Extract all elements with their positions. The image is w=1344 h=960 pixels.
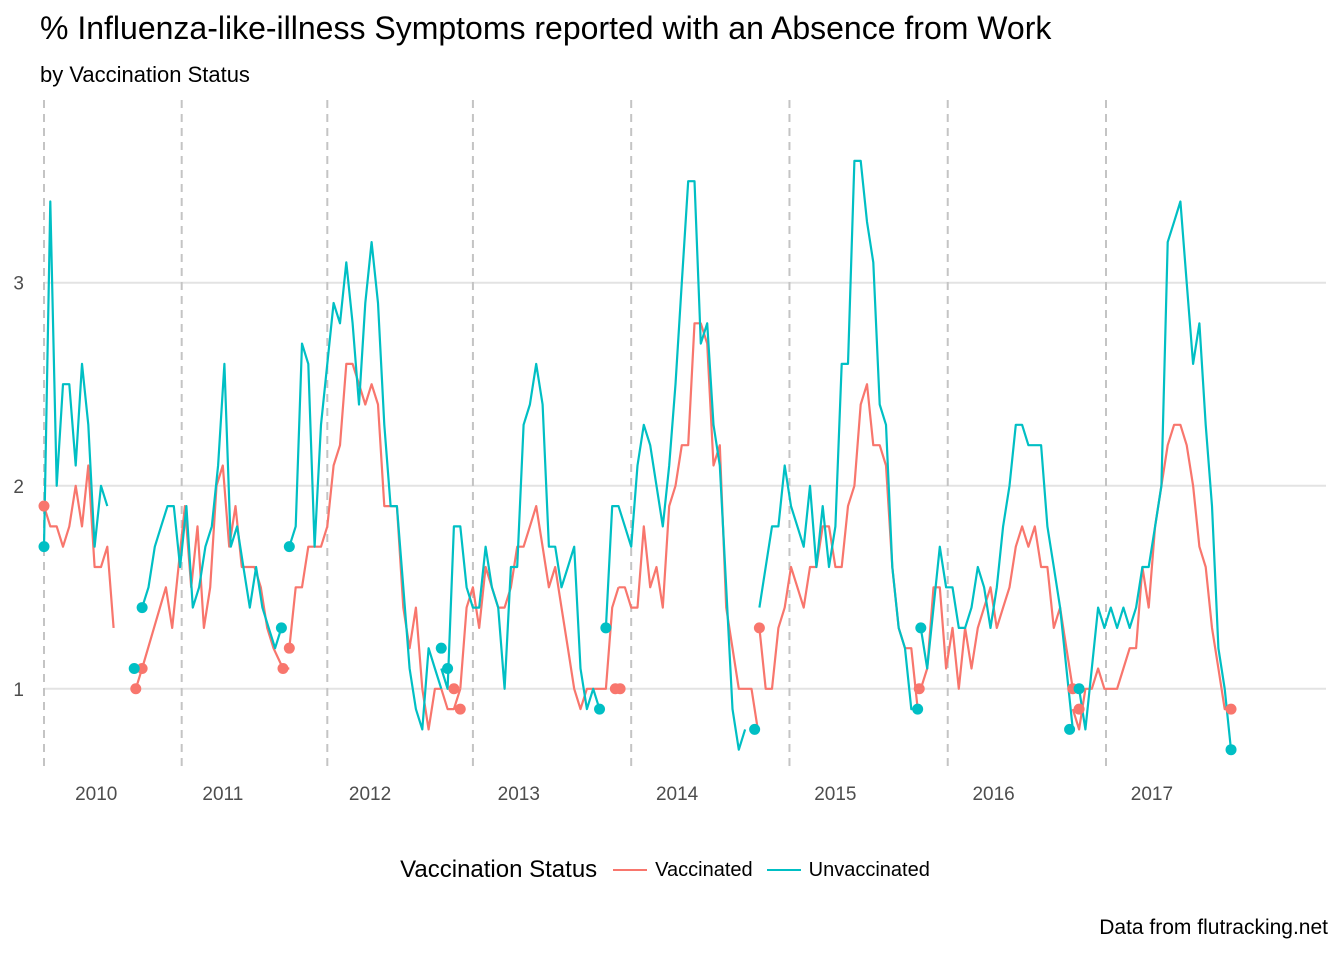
point-marker-vaccinated <box>753 622 765 634</box>
series-line-vaccinated <box>134 464 290 690</box>
point-marker-unvaccinated <box>1064 723 1076 735</box>
x-tick-label: 2014 <box>656 784 699 805</box>
legend-label-vaccinated: Vaccinated <box>655 858 753 881</box>
legend-key-vaccinated <box>613 869 648 871</box>
marker-layer <box>38 500 1237 756</box>
point-marker-unvaccinated <box>435 642 447 654</box>
x-tick-label: 2017 <box>1131 784 1173 805</box>
x-tick-label: 2012 <box>349 784 391 805</box>
series-line-unvaccinated <box>758 159 918 711</box>
legend-item-vaccinated: Vaccinated <box>613 858 753 882</box>
point-marker-unvaccinated <box>1225 744 1237 756</box>
chart-caption: Data from flutracking.net <box>1099 916 1328 939</box>
point-marker-vaccinated <box>38 500 50 512</box>
legend-title: Vaccination Status <box>400 856 598 883</box>
point-marker-vaccinated <box>614 683 626 695</box>
y-tick-label: 2 <box>13 477 24 498</box>
point-marker-vaccinated <box>1073 703 1085 715</box>
x-tick-label: 2015 <box>814 784 856 805</box>
series-line-vaccinated <box>42 464 115 628</box>
series-line-unvaccinated <box>440 362 601 711</box>
series-line-unvaccinated <box>1078 200 1233 750</box>
point-marker-unvaccinated <box>442 662 454 674</box>
series-line-unvaccinated <box>604 180 747 751</box>
point-marker-unvaccinated <box>283 541 295 553</box>
point-marker-vaccinated <box>136 662 148 674</box>
x-tick-label: 2011 <box>202 784 243 805</box>
x-tick-label: 2010 <box>75 784 117 805</box>
chart-subtitle: by Vaccination Status <box>40 62 250 87</box>
legend: Vaccination Status Vaccinated Unvaccinat… <box>0 852 1344 888</box>
legend-item-unvaccinated: Unvaccinated <box>766 858 930 882</box>
legend-key-unvaccinated <box>766 869 801 871</box>
series-line-vaccinated <box>459 505 620 711</box>
point-marker-unvaccinated <box>915 622 927 634</box>
point-marker-vaccinated <box>283 642 295 654</box>
point-marker-unvaccinated <box>275 622 287 634</box>
point-marker-unvaccinated <box>749 723 761 735</box>
grid-layer <box>44 281 1326 690</box>
x-tick-label: 2016 <box>972 784 1014 805</box>
series-line-unvaccinated <box>288 241 443 731</box>
legend-label-unvaccinated: Unvaccinated <box>808 858 930 881</box>
series-line-vaccinated <box>618 322 759 730</box>
x-tick-label: 2013 <box>498 784 540 805</box>
y-tick-label: 3 <box>13 274 24 295</box>
point-marker-vaccinated <box>277 662 289 674</box>
chart-title: % Influenza-like-illness Symptoms report… <box>40 10 1052 46</box>
point-marker-unvaccinated <box>594 703 606 715</box>
point-marker-vaccinated <box>130 683 142 695</box>
point-marker-vaccinated <box>448 683 460 695</box>
series-line-unvaccinated <box>42 200 109 548</box>
tick-label-layer: 1 2 3 2010 2011 2012 2013 2014 2015 2016 2017 <box>13 274 1173 805</box>
series-line-unvaccinated <box>919 423 1074 730</box>
series-line-vaccinated <box>1071 423 1231 731</box>
point-marker-unvaccinated <box>912 703 924 715</box>
season-break-layer <box>43 100 1108 770</box>
y-tick-label: 1 <box>13 680 24 701</box>
series-layer <box>42 159 1233 751</box>
series-line-vaccinated <box>919 525 1074 690</box>
point-marker-unvaccinated <box>1073 683 1085 695</box>
point-marker-unvaccinated <box>128 662 140 674</box>
point-marker-unvaccinated <box>600 622 612 634</box>
point-marker-unvaccinated <box>136 602 148 614</box>
point-marker-vaccinated <box>454 703 466 715</box>
point-marker-unvaccinated <box>38 541 50 553</box>
point-marker-vaccinated <box>913 683 925 695</box>
point-marker-vaccinated <box>1225 703 1237 715</box>
series-line-unvaccinated <box>141 362 283 650</box>
series-line-vaccinated <box>288 362 462 731</box>
